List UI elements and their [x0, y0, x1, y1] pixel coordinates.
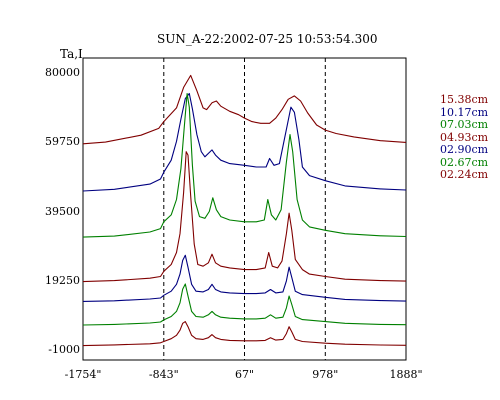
legend-item: 15.38cm [440, 93, 489, 106]
x-tick-label: 1888" [389, 368, 423, 381]
series-lines [82, 74, 407, 347]
series-line-02.67cm [82, 283, 407, 326]
legend-item: 02.90cm [440, 143, 489, 156]
legend-item: 02.67cm [440, 155, 489, 169]
series-line-15.38cm [82, 74, 407, 145]
y-tick-label: 59750 [45, 135, 80, 149]
reference-lines [163, 58, 326, 360]
legend: 15.38cm 10.17cm 07.03cm 04.93cm 02.90cm 02.67… [440, 93, 489, 182]
legend-item: 07.03cm [440, 118, 489, 131]
series-line-02.24cm [82, 321, 407, 347]
y-tick-label: 19250 [45, 273, 80, 287]
series-line-02.90cm [82, 254, 407, 302]
x-tick-label: 978" [312, 368, 339, 381]
y-tick-label: 80000 [45, 66, 80, 79]
y-tick-label: 39500 [45, 204, 80, 218]
x-tick-label: -1754" [64, 368, 102, 381]
series-line-04.93cm [82, 151, 407, 283]
x-tick-label: 67" [234, 368, 255, 381]
legend-item: 04.93cm [440, 130, 489, 144]
series-line-07.03cm [82, 92, 407, 238]
legend-item: 02.24cm [440, 168, 489, 181]
series-line-10.17cm [82, 92, 407, 192]
y-tick-label: -1000 [48, 343, 80, 356]
chart-title: SUN_A-22:2002-07-25 10:53:54.300 [157, 32, 378, 46]
y-axis-label: Ta,I [60, 47, 83, 61]
legend-item: 10.17cm [440, 105, 489, 119]
x-tick-label: -843" [148, 368, 179, 381]
